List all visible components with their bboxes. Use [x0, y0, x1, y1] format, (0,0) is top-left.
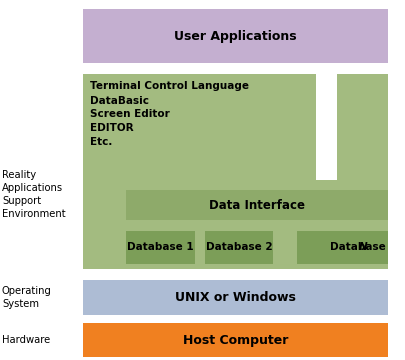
Text: Database 1: Database 1	[128, 242, 194, 252]
Text: Database: Database	[330, 242, 392, 252]
Text: UNIX or Windows: UNIX or Windows	[175, 291, 296, 304]
Bar	[83, 74, 388, 269]
Text: User Applications: User Applications	[175, 30, 297, 42]
Bar	[205, 231, 273, 264]
Text: Screen Editor: Screen Editor	[90, 109, 170, 120]
Bar	[126, 231, 195, 264]
Bar	[83, 323, 388, 357]
Text: Etc.: Etc.	[90, 137, 113, 147]
Text: Database 2: Database 2	[206, 242, 273, 252]
Text: N: N	[359, 242, 367, 252]
Text: Data Interface: Data Interface	[209, 199, 305, 212]
Text: Terminal Control Language: Terminal Control Language	[90, 81, 249, 91]
Bar	[316, 74, 337, 180]
Bar	[83, 9, 388, 63]
Text: DataBasic: DataBasic	[90, 96, 149, 106]
Bar	[337, 74, 388, 180]
Text: Operating
System: Operating System	[2, 286, 52, 309]
Bar	[83, 280, 388, 315]
Text: Database: Database	[330, 242, 390, 252]
Text: EDITOR: EDITOR	[90, 123, 134, 133]
Bar	[126, 190, 388, 220]
Text: Reality
Applications
Support
Environment: Reality Applications Support Environment	[2, 170, 66, 219]
Text: Host Computer: Host Computer	[183, 334, 288, 347]
Text: Hardware: Hardware	[2, 335, 50, 345]
Bar	[297, 231, 388, 264]
